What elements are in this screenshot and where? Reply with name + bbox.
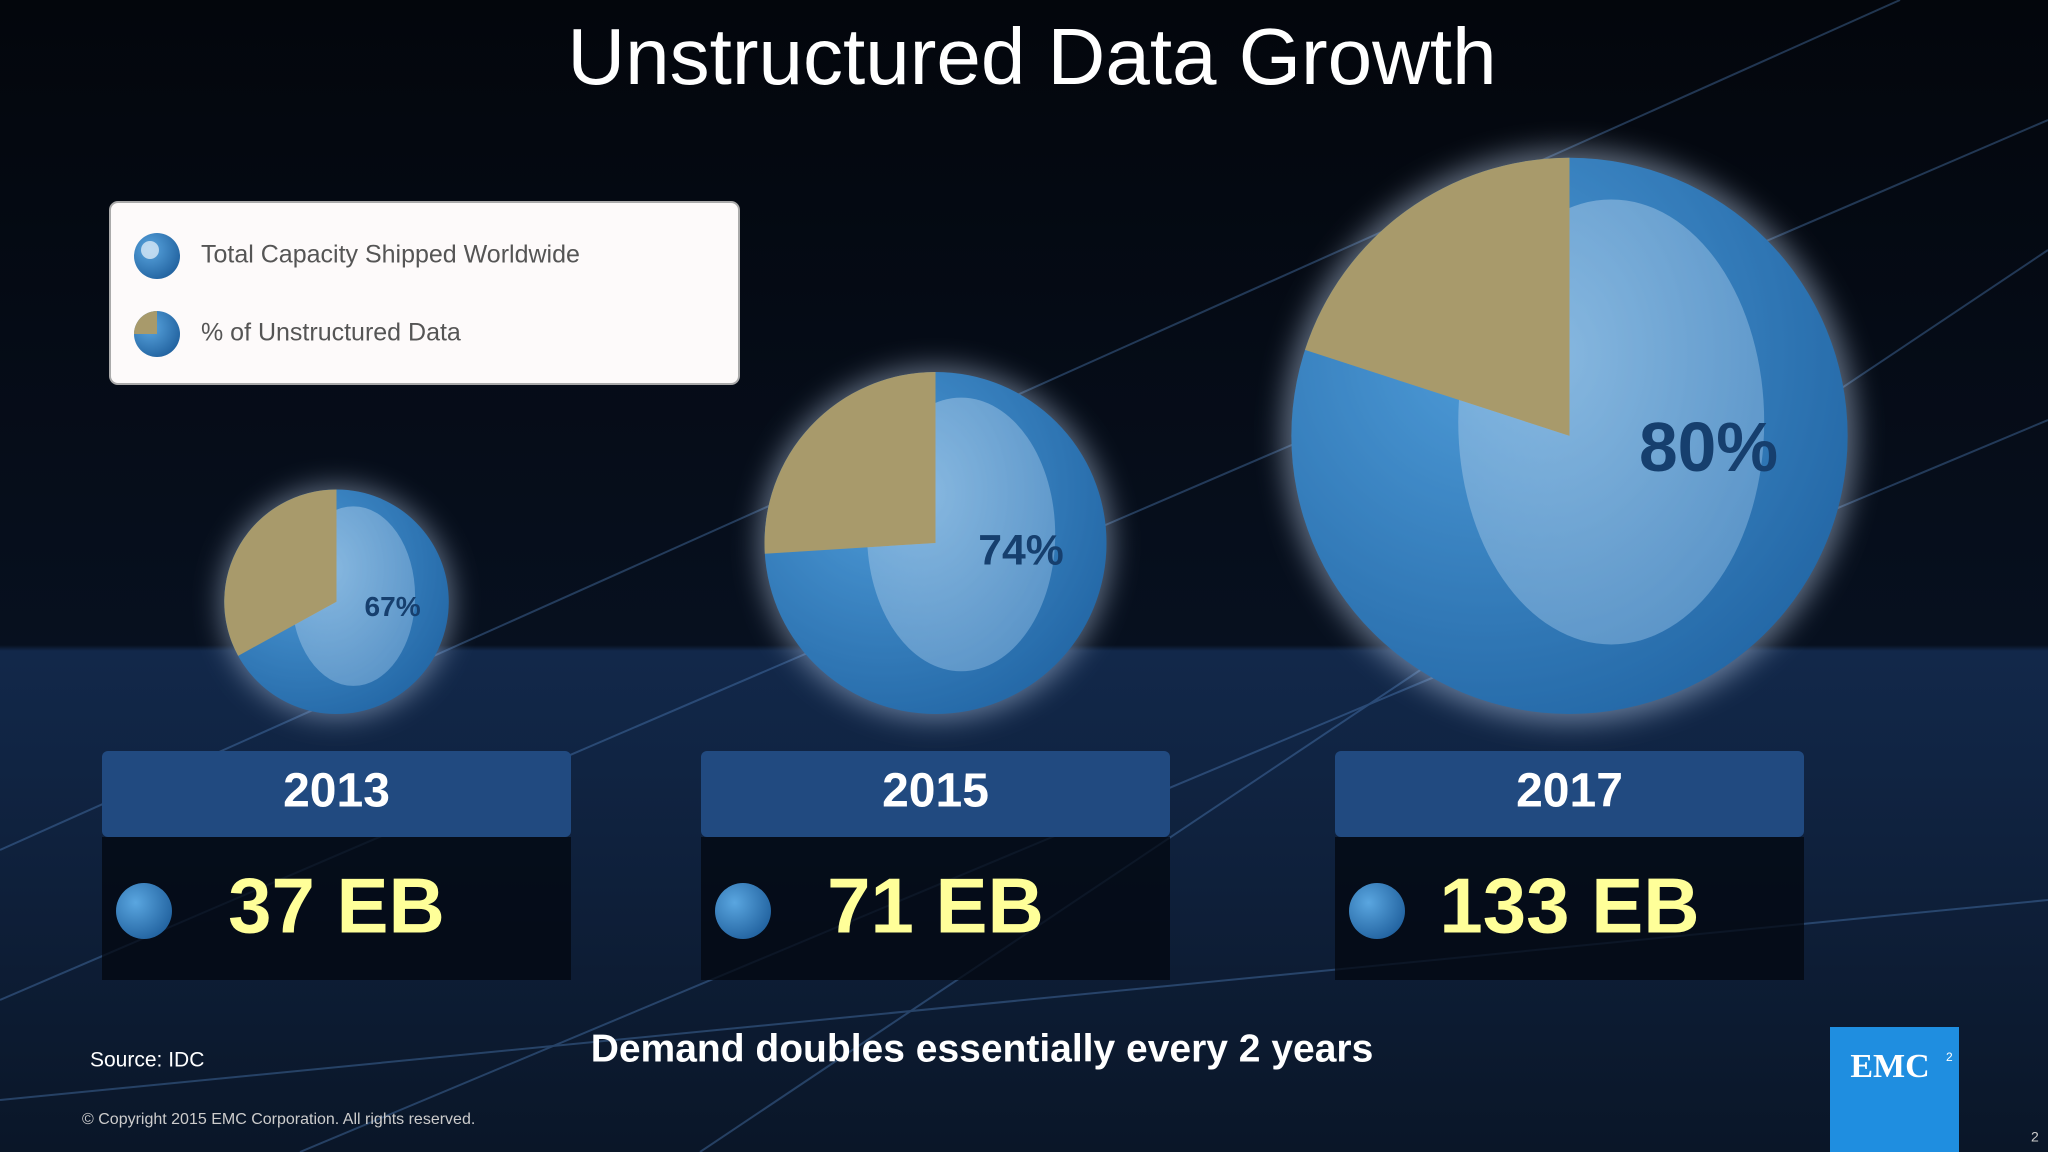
legend-box (109, 201, 740, 385)
source: Source: IDC (90, 1049, 204, 1072)
unstructured-slice (1291, 157, 1848, 715)
percent-label: 80% (1639, 408, 1778, 486)
capacity-label: 71 EB (827, 862, 1044, 950)
logo: EMC (1850, 1048, 1929, 1085)
legend-icon-pie (134, 311, 180, 357)
globe-icon (116, 883, 172, 939)
year-label: 2013 (283, 765, 390, 818)
legend-label: % of Unstructured Data (201, 319, 461, 347)
value-box (102, 837, 571, 980)
percent-label: 74% (978, 527, 1064, 575)
value-box (701, 837, 1170, 980)
capacity-label: 37 EB (228, 862, 445, 950)
logo-superscript: 2 (1946, 1050, 1953, 1064)
year-box (102, 751, 571, 837)
logo-box (1830, 1027, 1959, 1152)
value-box (1335, 837, 1804, 980)
globe-icon (1349, 883, 1405, 939)
copyright: © Copyright 2015 EMC Corporation. All ri… (82, 1111, 475, 1128)
unstructured-slice (238, 489, 449, 714)
year-label: 2017 (1516, 765, 1623, 818)
percent-label: 67% (365, 591, 421, 622)
year-label: 2015 (882, 765, 989, 818)
unstructured-slice (764, 372, 1107, 714)
capacity-label: 133 EB (1439, 862, 1699, 950)
legend-icon-globe (134, 233, 180, 279)
year-box (1335, 751, 1804, 837)
page-number: 2 (2031, 1129, 2039, 1145)
legend-label: Total Capacity Shipped Worldwide (201, 241, 580, 269)
globe-icon (715, 883, 771, 939)
structured-slice (224, 489, 337, 656)
title: Unstructured Data Growth (567, 12, 1496, 101)
year-box (701, 751, 1170, 837)
note: Demand doubles essentially every 2 years (591, 1027, 1374, 1070)
structured-slice (764, 372, 936, 554)
structured-slice (1304, 157, 1570, 436)
